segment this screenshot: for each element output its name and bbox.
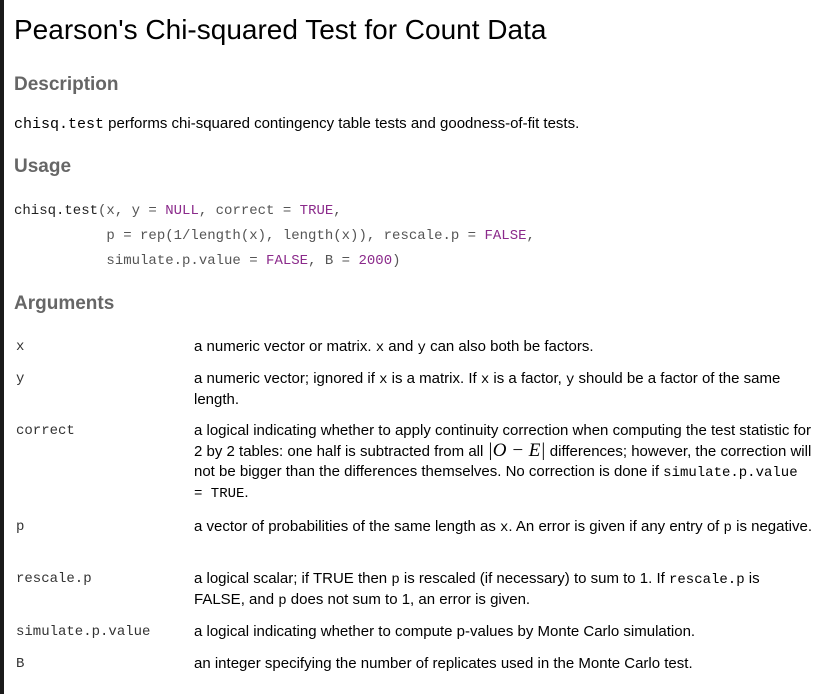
usage-code-block: chisq.test(x, y = NULL, correct = TRUE, … [14, 199, 535, 274]
description-code: chisq.test [14, 116, 105, 133]
argument-name: p [16, 519, 25, 535]
argument-name: rescale.p [16, 571, 92, 587]
argument-description: a numeric vector or matrix. x and y can … [194, 338, 594, 356]
argument-name: simulate.p.value [16, 624, 151, 640]
argument-description: a logical scalar; if TRUE then p is resc… [194, 570, 760, 609]
page-title: Pearson's Chi-squared Test for Count Dat… [14, 14, 547, 45]
argument-name: x [16, 339, 25, 355]
description-text: chisq.test performs chi-squared continge… [14, 115, 579, 133]
argument-description: a logical indicating whether to compute … [194, 623, 696, 640]
argument-name: B [16, 656, 25, 672]
usage-line-3: simulate.p.value = FALSE, B = 2000) [14, 253, 401, 269]
description-heading: Description [14, 74, 119, 95]
description-body: performs chi-squared contingency table t… [104, 115, 580, 132]
argument-description: an integer specifying the number of repl… [194, 655, 693, 672]
usage-line-2: p = rep(1/length(x), length(x)), rescale… [14, 228, 535, 244]
left-border [0, 0, 4, 694]
argument-name: y [16, 371, 25, 387]
usage-line-1: chisq.test(x, y = NULL, correct = TRUE, [14, 203, 342, 219]
argument-description: a logical indicating whether to apply co… [194, 422, 812, 502]
argument-name: correct [16, 423, 75, 439]
argument-description: a numeric vector; ignored if x is a matr… [194, 370, 781, 408]
math-abs-o-minus-e: |O − E| [487, 440, 546, 461]
usage-heading: Usage [14, 156, 72, 177]
argument-description: a vector of probabilities of the same le… [194, 518, 812, 536]
arguments-heading: Arguments [14, 293, 115, 314]
